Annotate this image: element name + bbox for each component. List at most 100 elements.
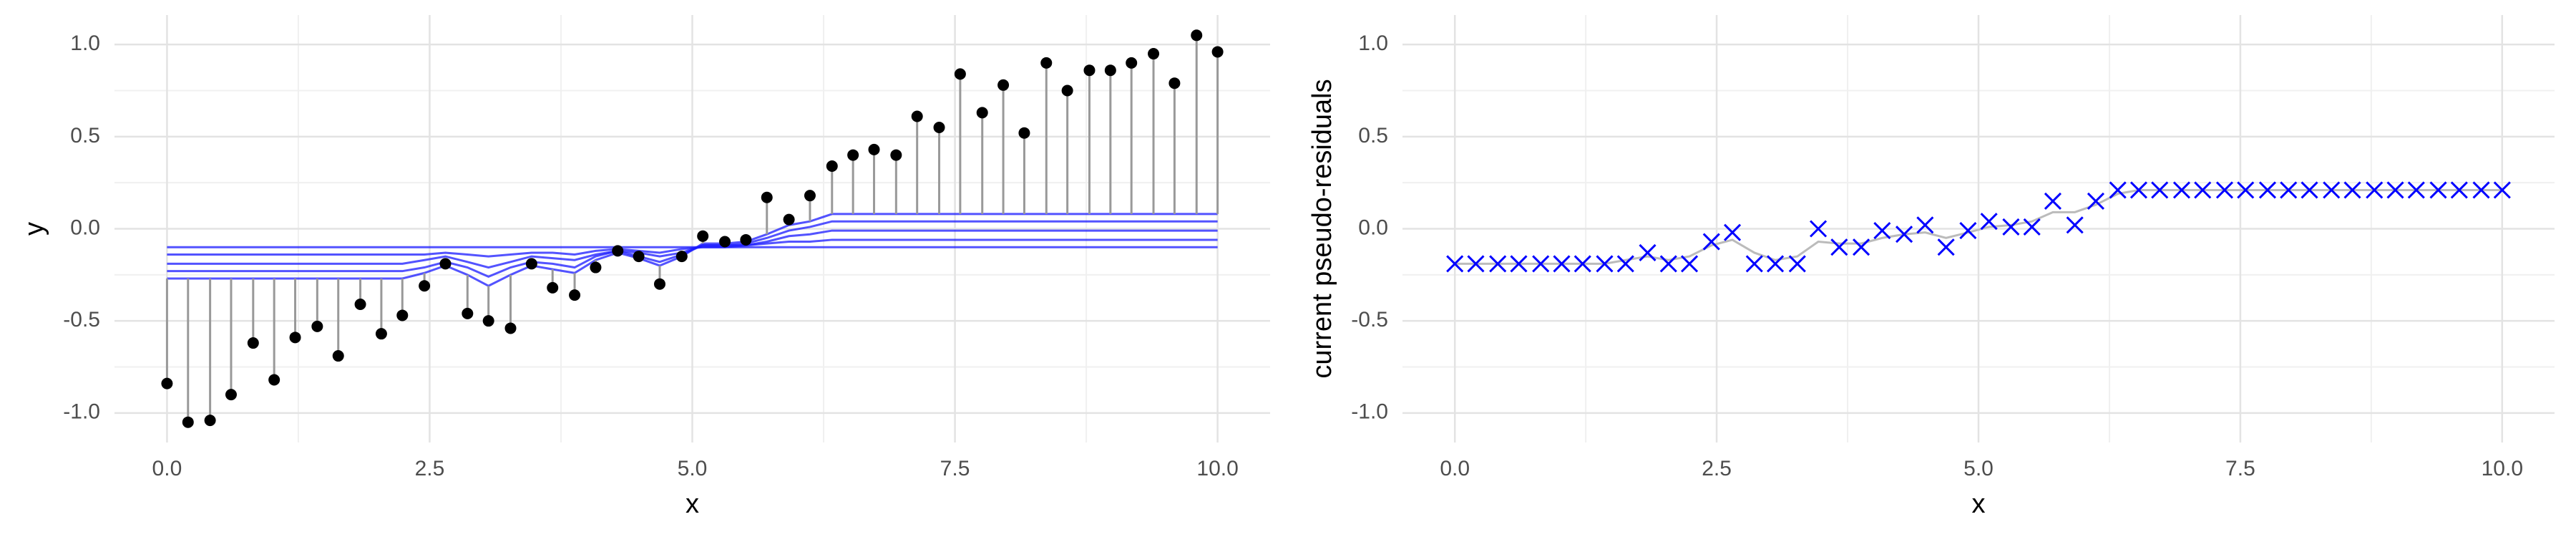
y-axis-title: current pseudo-residuals <box>1307 79 1337 378</box>
x-marker <box>2280 181 2298 199</box>
point <box>783 213 795 226</box>
x-marker <box>2429 181 2447 199</box>
point <box>697 230 709 242</box>
x-marker <box>1680 255 1699 273</box>
x-marker <box>2301 181 2318 199</box>
point <box>1191 29 1203 42</box>
point <box>1169 77 1181 90</box>
x-marker <box>1809 220 1828 238</box>
point <box>225 389 237 401</box>
x-marker <box>2023 218 2041 236</box>
x-tick-label: 7.5 <box>2225 457 2255 480</box>
x-marker <box>2407 181 2425 199</box>
y-tick-label: -1.0 <box>63 400 100 424</box>
point <box>911 110 923 122</box>
point <box>976 107 988 119</box>
x-marker <box>1937 238 1955 256</box>
point <box>419 280 431 292</box>
point <box>504 322 517 334</box>
point <box>847 149 859 161</box>
point <box>1104 64 1116 77</box>
y-tick-label: -1.0 <box>1351 400 1388 424</box>
x-marker <box>1959 222 1977 240</box>
point <box>547 281 559 294</box>
point <box>396 309 409 321</box>
y-tick-label: 0.0 <box>70 216 100 239</box>
x-marker <box>2002 218 2020 236</box>
x-marker <box>2237 181 2255 199</box>
x-marker <box>2151 181 2169 199</box>
x-marker <box>2258 181 2277 199</box>
point <box>633 251 645 263</box>
y-tick-label: 0.0 <box>1358 216 1388 239</box>
point <box>997 79 1010 91</box>
point <box>740 233 752 246</box>
x-tick-label: 10.0 <box>2482 457 2523 480</box>
x-marker <box>1980 213 1998 231</box>
y-tick-label: -0.5 <box>1351 308 1388 332</box>
x-marker <box>1916 216 1934 234</box>
point <box>268 374 280 386</box>
point <box>1148 48 1160 60</box>
x-marker <box>1702 233 1720 251</box>
x-marker <box>2323 181 2341 199</box>
y-tick-label: 0.5 <box>1358 124 1388 147</box>
x-marker <box>2493 181 2511 199</box>
x-marker <box>2472 181 2490 199</box>
x-marker <box>1873 222 1891 240</box>
point <box>890 149 902 161</box>
point <box>247 337 259 349</box>
x-tick-label: 10.0 <box>1196 457 1238 480</box>
point <box>954 68 966 80</box>
point <box>675 251 688 263</box>
point <box>719 236 731 248</box>
x-marker <box>1788 255 1806 273</box>
x-tick-label: 2.5 <box>415 457 445 480</box>
x-axis-title: x <box>1972 489 1986 519</box>
x-tick-label: 7.5 <box>940 457 970 480</box>
point <box>826 160 838 173</box>
x-tick-label: 0.0 <box>152 457 182 480</box>
x-marker <box>2066 216 2084 234</box>
point <box>933 121 945 133</box>
point <box>182 416 194 428</box>
point <box>1061 84 1073 97</box>
x-marker <box>2087 192 2104 210</box>
point <box>375 328 387 340</box>
x-marker <box>1745 255 1763 273</box>
y-tick-label: 0.5 <box>70 124 100 147</box>
point <box>653 278 665 290</box>
fit-line <box>167 213 1218 287</box>
point <box>462 307 474 319</box>
x-axis-title: x <box>686 489 699 519</box>
x-marker <box>1596 255 1614 273</box>
x-marker <box>1723 223 1742 241</box>
x-marker <box>1616 255 1634 273</box>
x-marker <box>1467 255 1485 273</box>
point <box>1040 57 1053 69</box>
point <box>1083 64 1096 77</box>
x-marker <box>1639 243 1657 262</box>
point <box>482 315 494 327</box>
point <box>868 143 880 155</box>
x-marker <box>1553 255 1571 273</box>
point <box>289 332 301 344</box>
point <box>161 377 173 390</box>
x-marker <box>2215 181 2234 199</box>
point <box>1018 127 1030 139</box>
x-marker <box>1446 255 1464 273</box>
point <box>525 258 537 270</box>
point <box>354 299 366 311</box>
y-axis-title: y <box>19 222 49 236</box>
x-tick-label: 5.0 <box>678 457 708 480</box>
x-marker <box>1896 226 1913 243</box>
x-tick-label: 2.5 <box>1702 457 1732 480</box>
y-tick-label: 1.0 <box>70 32 100 55</box>
x-marker <box>1574 255 1591 273</box>
x-marker <box>1830 238 1848 256</box>
x-marker <box>1489 255 1507 273</box>
x-marker <box>2366 181 2384 199</box>
point <box>761 191 773 203</box>
point <box>1126 57 1138 69</box>
point <box>569 289 581 301</box>
